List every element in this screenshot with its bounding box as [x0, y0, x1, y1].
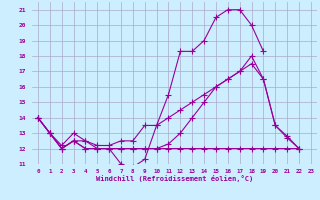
X-axis label: Windchill (Refroidissement éolien,°C): Windchill (Refroidissement éolien,°C): [96, 175, 253, 182]
